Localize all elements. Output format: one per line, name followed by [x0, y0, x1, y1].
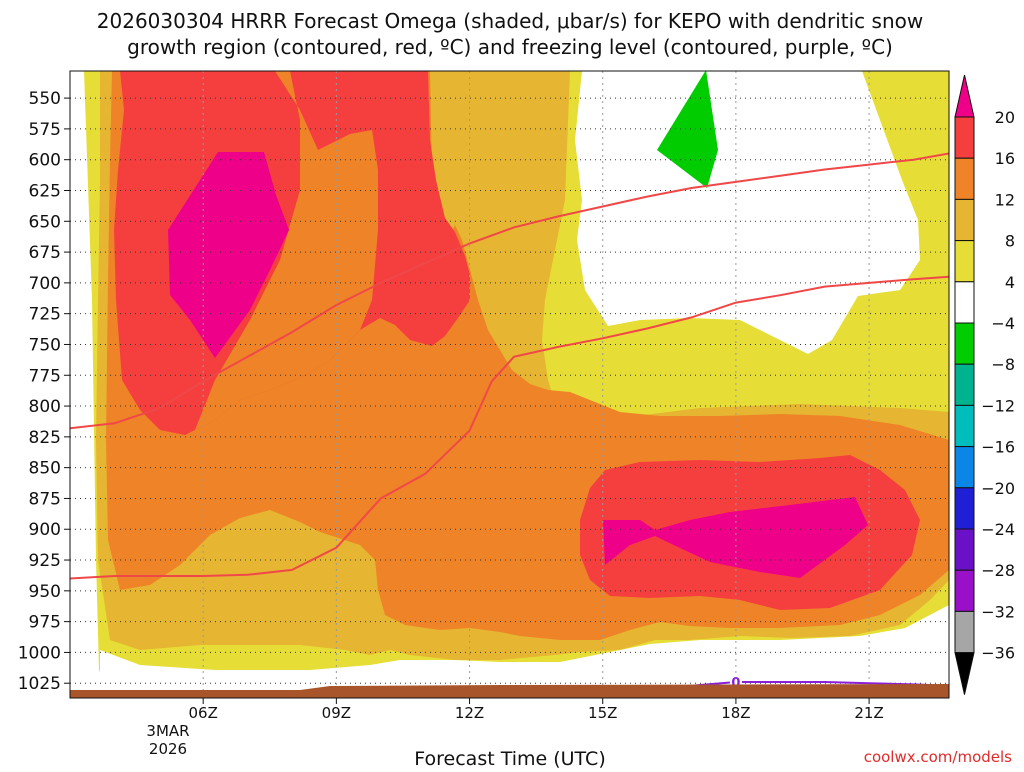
- dgz-contours: [70, 152, 949, 580]
- x-date-line1: 3MAR: [146, 722, 189, 740]
- y-tick-label: 1000: [18, 643, 61, 663]
- colorbar-label: −16: [981, 438, 1015, 457]
- y-tick-label: 675: [29, 243, 61, 263]
- colorbar-label: 20: [995, 108, 1015, 127]
- colorbar-label: 4: [1005, 273, 1015, 292]
- freezing-level-label: 0: [731, 676, 740, 691]
- colorbar-label: −32: [981, 602, 1015, 621]
- y-tick-label: 875: [29, 489, 61, 509]
- colorbar-label: 8: [1005, 232, 1015, 251]
- omega-region-12-16-notch: [195, 71, 378, 430]
- y-tick-label: 700: [29, 274, 61, 294]
- colorbar-band: [954, 116, 975, 159]
- y-axis: 550 575 600 625 650 675 700 725 750 775 800 825 850 8…: [18, 89, 70, 694]
- y-tick-label: 950: [29, 582, 61, 602]
- colorbar-top-arrow: [954, 74, 975, 118]
- y-tick-label: 625: [29, 181, 61, 201]
- y-tick-label: 900: [29, 520, 61, 540]
- y-tick-label: 800: [29, 397, 61, 417]
- x-tick-label: 21Z: [854, 704, 883, 722]
- colorbar-label: −28: [981, 561, 1015, 580]
- credit-text: coolwx.com/models: [864, 748, 1012, 766]
- y-tick-label: 750: [29, 335, 61, 355]
- y-tick-label: 550: [29, 89, 61, 109]
- colorbar-label: −4: [991, 314, 1015, 333]
- grid-layer: [70, 71, 949, 698]
- colorbar-band: [954, 404, 975, 448]
- y-tick-label: 725: [29, 305, 61, 325]
- chart-title-line2: growth region (contoured, red, ºC) and f…: [127, 35, 893, 59]
- plot-area: 0: [70, 71, 949, 698]
- omega-region-white-right: [575, 71, 920, 354]
- chart-title-line1: 2026030304 HRRR Forecast Omega (shaded, …: [97, 9, 923, 33]
- omega-region-max-upper: [168, 152, 289, 358]
- colorbar-band: [954, 487, 975, 530]
- colorbar: 20 16 12 8 4 −4 −8 −12 −16 −20 −24 −28 −32 −36: [954, 74, 1015, 695]
- colorbar-band: [954, 240, 975, 283]
- y-tick-label: 575: [29, 120, 61, 140]
- colorbar-label: −36: [981, 644, 1015, 663]
- y-tick-label: 825: [29, 428, 61, 448]
- y-tick-label: 925: [29, 551, 61, 571]
- colorbar-label: −24: [981, 520, 1015, 539]
- x-tick-label: 15Z: [588, 704, 617, 722]
- omega-region-white-bottom: [100, 605, 949, 698]
- x-axis: 06Z 09Z 12Z 15Z 18Z 21Z: [188, 698, 884, 722]
- colorbar-label: −8: [991, 355, 1015, 374]
- dgz-contour-line: [70, 152, 949, 430]
- y-tick-label: 650: [29, 212, 61, 232]
- y-tick-label: 775: [29, 366, 61, 386]
- ground-terrain: [70, 684, 949, 698]
- x-tick-label: 18Z: [721, 704, 750, 722]
- colorbar-band: [954, 610, 975, 654]
- plot-frame: [69, 70, 950, 699]
- colorbar-label: −20: [981, 479, 1015, 498]
- omega-region-white-left: [70, 71, 110, 698]
- x-date-line2: 2026: [149, 740, 187, 758]
- colorbar-label: 16: [995, 149, 1015, 168]
- colorbar-label: 12: [995, 190, 1015, 209]
- y-tick-label: 850: [29, 459, 61, 479]
- colorbar-band: [954, 281, 975, 324]
- y-tick-label: 600: [29, 151, 61, 171]
- omega-region-max-lower: [603, 497, 868, 578]
- colorbar-band: [954, 322, 975, 365]
- dgz-contour-line: [70, 275, 949, 580]
- colorbar-band: [954, 446, 975, 489]
- colorbar-label: −12: [981, 396, 1015, 415]
- colorbar-band: [954, 157, 975, 200]
- x-tick-label: 12Z: [455, 704, 484, 722]
- x-axis-title: Forecast Time (UTC): [414, 748, 605, 768]
- omega-region-negative-green: [657, 71, 718, 188]
- colorbar-band: [954, 198, 975, 242]
- colorbar-band: [954, 363, 975, 406]
- colorbar-band: [954, 528, 975, 571]
- x-tick-label: 09Z: [322, 704, 351, 722]
- x-tick-label: 06Z: [188, 704, 217, 722]
- y-tick-label: 975: [29, 613, 61, 633]
- y-tick-label: 1025: [18, 674, 61, 694]
- colorbar-bottom-arrow: [954, 652, 975, 695]
- colorbar-band: [954, 569, 975, 612]
